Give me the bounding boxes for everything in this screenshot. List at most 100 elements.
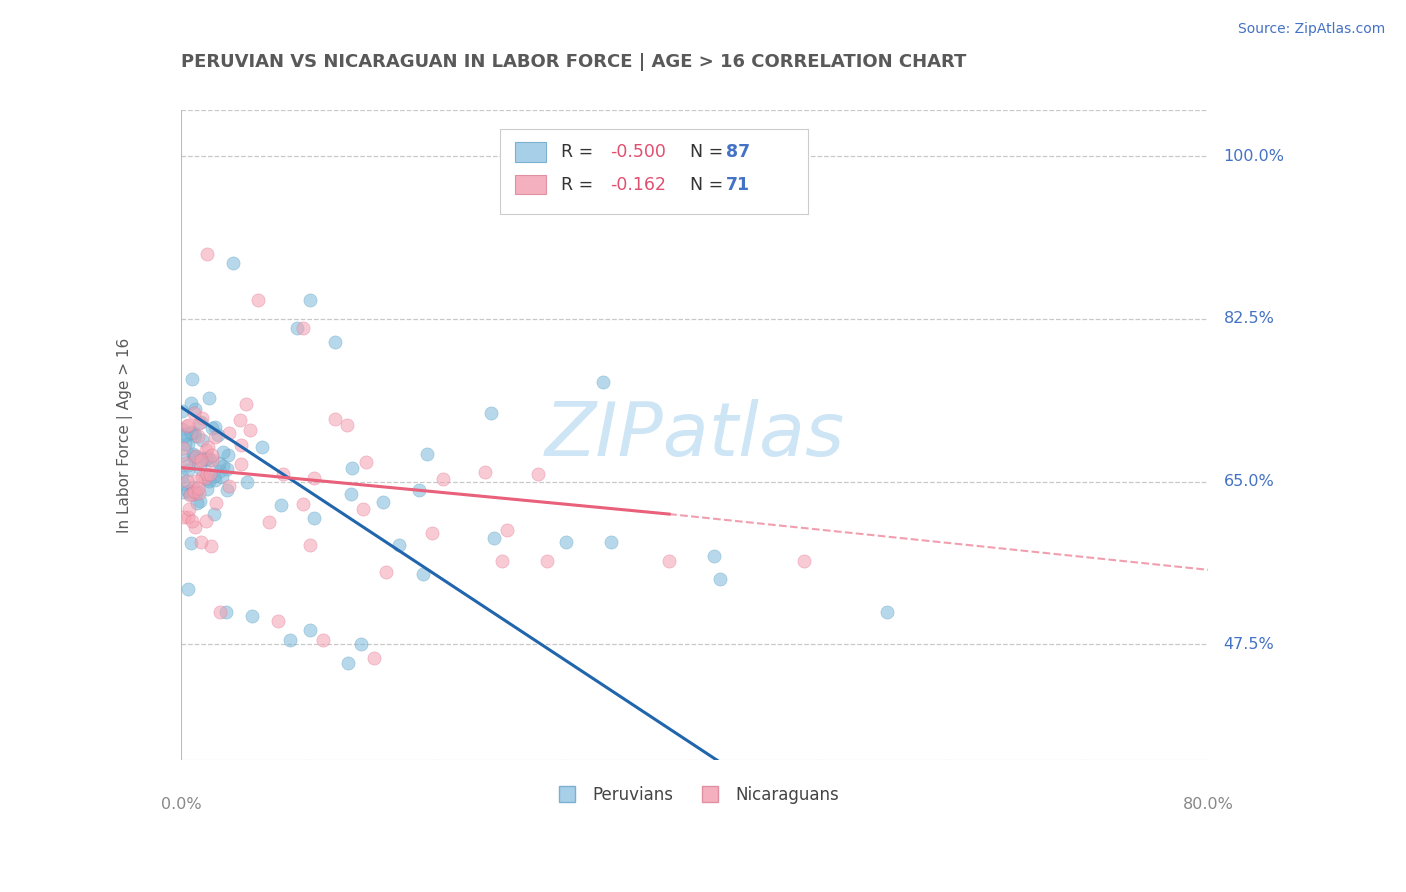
Point: [186, 474, 208, 488]
Point: [266, 614, 288, 628]
Point: [337, 656, 360, 670]
Point: [183, 484, 205, 499]
Point: [215, 605, 238, 619]
Point: [412, 567, 434, 582]
Point: [197, 472, 219, 486]
Point: [340, 460, 363, 475]
Point: [356, 454, 378, 468]
Point: [218, 426, 240, 441]
Point: [184, 450, 207, 464]
Point: [172, 475, 194, 490]
Point: [408, 483, 430, 497]
Point: [177, 582, 200, 597]
Point: [195, 247, 218, 261]
Point: [352, 501, 374, 516]
Point: [180, 425, 202, 440]
Point: [187, 428, 209, 442]
Point: [181, 480, 204, 494]
Point: [200, 539, 222, 553]
Point: [280, 632, 302, 647]
Point: [416, 447, 439, 461]
Point: [211, 458, 233, 473]
Point: [270, 498, 292, 512]
Text: In Labor Force | Age > 16: In Labor Force | Age > 16: [117, 337, 134, 533]
Point: [174, 437, 197, 451]
Point: [195, 467, 218, 481]
Point: [211, 470, 233, 484]
Point: [172, 404, 194, 418]
Point: [482, 531, 505, 545]
Point: [173, 428, 195, 442]
Point: [291, 497, 314, 511]
Point: [236, 475, 259, 490]
Point: [176, 419, 198, 434]
Point: [181, 515, 204, 529]
FancyBboxPatch shape: [515, 143, 546, 162]
Point: [183, 429, 205, 443]
Point: [703, 549, 725, 563]
Point: [350, 637, 373, 651]
Text: R =: R =: [561, 144, 599, 161]
Point: [190, 415, 212, 429]
Point: [222, 256, 245, 270]
Point: [298, 624, 321, 638]
Text: R =: R =: [561, 176, 599, 194]
Point: [181, 484, 204, 499]
Text: N =: N =: [679, 176, 730, 194]
Point: [184, 520, 207, 534]
Point: [190, 411, 212, 425]
Point: [201, 421, 224, 435]
Point: [176, 484, 198, 499]
Point: [179, 487, 201, 501]
Point: [188, 461, 211, 475]
Point: [183, 406, 205, 420]
Point: [231, 457, 253, 471]
Point: [172, 448, 194, 462]
Point: [474, 465, 496, 479]
Point: [186, 496, 208, 510]
Point: [173, 509, 195, 524]
Point: [197, 440, 219, 454]
Point: [188, 486, 211, 500]
Text: 65.0%: 65.0%: [1223, 474, 1274, 489]
Point: [388, 538, 411, 552]
Point: [177, 458, 200, 473]
Text: -0.500: -0.500: [610, 144, 666, 161]
Point: [190, 535, 212, 549]
Point: [793, 553, 815, 567]
Point: [235, 397, 257, 411]
Point: [285, 321, 308, 335]
Point: [172, 421, 194, 435]
Text: PERUVIAN VS NICARAGUAN IN LABOR FORCE | AGE > 16 CORRELATION CHART: PERUVIAN VS NICARAGUAN IN LABOR FORCE | …: [181, 53, 967, 70]
Point: [302, 471, 325, 485]
Text: 80.0%: 80.0%: [1182, 797, 1233, 813]
Point: [183, 425, 205, 440]
Point: [198, 467, 221, 482]
Text: 87: 87: [725, 144, 749, 161]
Point: [336, 417, 359, 432]
Point: [311, 632, 333, 647]
Point: [181, 446, 204, 460]
Point: [202, 469, 225, 483]
Point: [201, 452, 224, 467]
Point: [191, 433, 214, 447]
Point: [491, 553, 513, 567]
Point: [527, 467, 550, 482]
Point: [187, 454, 209, 468]
Point: [298, 293, 321, 308]
Point: [184, 401, 207, 416]
Point: [600, 535, 623, 549]
Point: [239, 423, 262, 437]
Point: [198, 453, 221, 467]
Point: [180, 396, 202, 410]
Point: [205, 496, 228, 510]
Point: [658, 553, 681, 567]
Point: [197, 450, 219, 465]
Text: 100.0%: 100.0%: [1223, 149, 1285, 164]
Point: [218, 448, 240, 462]
Text: 0.0%: 0.0%: [162, 797, 201, 813]
Point: [207, 427, 229, 442]
Text: N =: N =: [679, 144, 730, 161]
Point: [179, 487, 201, 501]
Point: [479, 406, 502, 420]
